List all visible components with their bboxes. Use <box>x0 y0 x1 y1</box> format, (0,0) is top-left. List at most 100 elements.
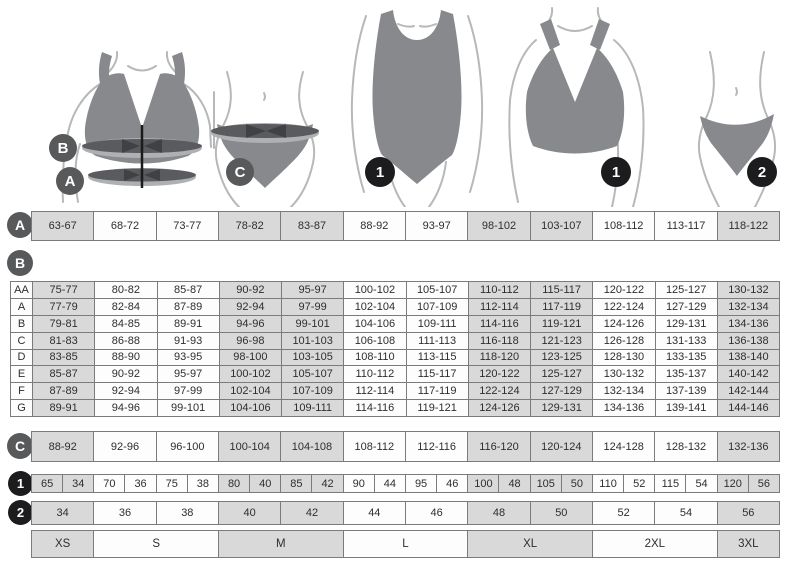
bust-range-cell: 89-91 <box>33 400 95 416</box>
bust-range-cell: 115-117 <box>531 282 593 298</box>
band-size-cell: 70 <box>94 475 125 492</box>
bust-range-cell: 117-119 <box>406 383 468 400</box>
size-cell: S <box>94 531 218 557</box>
band-size-cell: 80 <box>218 475 250 492</box>
cup-size-label: G <box>11 400 32 416</box>
svg-text:C: C <box>235 164 246 181</box>
underbust-range-cell: 78-82 <box>218 212 281 240</box>
bust-range-cell: 95-97 <box>282 282 344 298</box>
bust-range-cell: 107-109 <box>282 383 344 400</box>
bust-range-cell: 119-121 <box>531 315 593 332</box>
band-size-cell: 40 <box>250 475 281 492</box>
bust-range-cell: 112-114 <box>468 298 530 315</box>
bust-range-cell: 112-114 <box>344 383 406 400</box>
row-1-badge: 1 <box>8 471 33 496</box>
band-size-cell: 38 <box>187 475 218 492</box>
bust-range-cell: 131-133 <box>655 332 717 349</box>
band-size-cell: 50 <box>561 475 592 492</box>
underbust-range-cell: 118-122 <box>717 212 779 240</box>
size-cell: M <box>219 531 343 557</box>
bust-range-cell: 136-138 <box>717 332 779 349</box>
svg-text:2: 2 <box>758 164 766 181</box>
numeric-size-cell: 44 <box>343 502 405 524</box>
hip-range-cell: 128-132 <box>655 432 717 461</box>
bust-range-cell: 102-104 <box>219 383 281 400</box>
numeric-size-cell: 40 <box>218 502 281 524</box>
underbust-range-cell: 73-77 <box>156 212 218 240</box>
badge-c-icon: C <box>226 158 254 186</box>
figure-panty: 2 <box>697 51 777 207</box>
bust-range-cell: 135-137 <box>655 366 717 383</box>
size-cell: 2XL <box>592 531 717 557</box>
bust-range-cell: 95-97 <box>157 366 219 383</box>
band-size-cell: 34 <box>63 475 94 492</box>
bust-range-cell: 104-106 <box>344 315 406 332</box>
underbust-range-cell: 103-107 <box>530 212 592 240</box>
row-c-cells: 88-92 92-96 96-100 100-104 104-108 108-112 112… <box>31 431 780 462</box>
cup-size-label: A <box>11 298 32 315</box>
bust-range-cell: 94-96 <box>95 400 157 416</box>
bust-range-cell: 111-113 <box>406 332 468 349</box>
band-size-cell: 65 <box>32 475 63 492</box>
row-1-cells: 65 34 70 36 75 38 80 40 85 42 90 44 95 46 100 48 105 50 11… <box>31 474 780 493</box>
bust-range-cell: 130-132 <box>593 366 655 383</box>
bust-range-cell: 139-141 <box>655 400 717 416</box>
band-size-cell: 36 <box>125 475 156 492</box>
bust-range-cell: 124-126 <box>468 400 530 416</box>
bust-range-cell: 101-103 <box>282 332 344 349</box>
badge-b-icon: B <box>49 134 77 162</box>
bodysuit-garment <box>372 10 462 184</box>
band-size-cell: 90 <box>343 475 374 492</box>
bust-range-cell: 82-84 <box>95 298 157 315</box>
band-size-cell: 44 <box>374 475 405 492</box>
bust-range-cell: 128-130 <box>593 349 655 366</box>
bust-range-cell: 130-132 <box>717 282 779 298</box>
hip-range-cell: 108-112 <box>343 432 405 461</box>
bust-range-cell: 140-142 <box>717 366 779 383</box>
bust-range-cell: 110-112 <box>344 366 406 383</box>
bust-range-cell: 109-111 <box>282 400 344 416</box>
size-cell: 3XL <box>717 531 779 557</box>
bust-range-cell: 100-102 <box>219 366 281 383</box>
underbust-range-cell: 68-72 <box>94 212 156 240</box>
bust-range-cell: 98-100 <box>219 349 281 366</box>
row-2-cells: 34 36 38 40 42 44 46 48 50 52 54 56 <box>31 501 780 525</box>
numeric-size-cell: 36 <box>94 502 156 524</box>
badge-1-icon: 1 <box>365 157 395 187</box>
underbust-range-cell: 63-67 <box>32 212 94 240</box>
cup-size-label: AA <box>11 282 32 298</box>
bust-range-cell: 90-92 <box>95 366 157 383</box>
svg-text:1: 1 <box>612 164 620 181</box>
numeric-size-cell: 42 <box>281 502 343 524</box>
bust-range-cell: 125-127 <box>531 366 593 383</box>
bust-range-cell: 87-89 <box>33 383 95 400</box>
figure-bra: 1 <box>508 7 645 207</box>
bust-range-cell: 121-123 <box>531 332 593 349</box>
bust-range-cell: 116-118 <box>468 332 530 349</box>
bust-range-cell: 104-106 <box>219 400 281 416</box>
svg-text:A: A <box>65 173 76 190</box>
hip-range-cell: 88-92 <box>32 432 94 461</box>
hip-range-cell: 124-128 <box>592 432 655 461</box>
numeric-size-cell: 46 <box>405 502 468 524</box>
bust-range-cell: 109-111 <box>406 315 468 332</box>
band-size-cell: 75 <box>156 475 187 492</box>
bust-range-cell: 99-101 <box>282 315 344 332</box>
bust-range-cell: 83-85 <box>33 349 95 366</box>
bust-range-cell: 100-102 <box>344 282 406 298</box>
badge-1b-icon: 1 <box>601 157 631 187</box>
hip-range-cell: 116-120 <box>468 432 530 461</box>
panty-garment-2 <box>700 114 774 176</box>
hip-band-icon <box>211 123 319 143</box>
bust-range-cell: 129-131 <box>655 315 717 332</box>
bust-range-cell: 79-81 <box>33 315 95 332</box>
bust-range-cell: 126-128 <box>593 332 655 349</box>
bust-range-cell: 123-125 <box>531 349 593 366</box>
row-c-badge: C <box>7 433 33 459</box>
bust-range-cell: 118-120 <box>468 349 530 366</box>
bust-range-cell: 119-121 <box>406 400 468 416</box>
cup-size-label: C <box>11 332 32 349</box>
band-size-cell: 48 <box>499 475 530 492</box>
bust-range-cell: 97-99 <box>157 383 219 400</box>
